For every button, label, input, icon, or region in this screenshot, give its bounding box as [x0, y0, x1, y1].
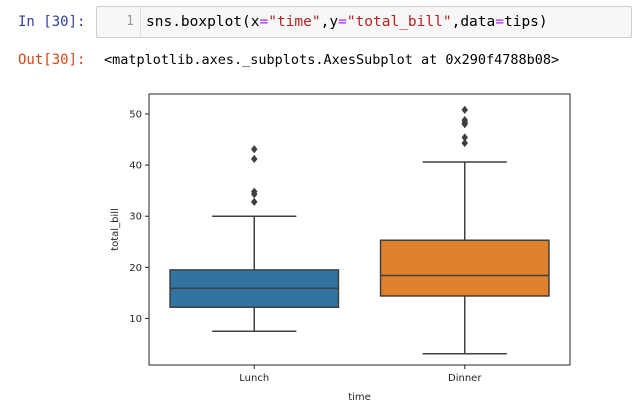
- code-string: "total_bill": [346, 14, 452, 30]
- x-tick-label: Dinner: [448, 373, 482, 384]
- outlier-point: [461, 133, 469, 142]
- code-operator: =: [259, 14, 269, 30]
- x-tick-label: Lunch: [239, 373, 269, 384]
- input-prompt: In [30]:: [18, 14, 86, 30]
- y-tick-label: 50: [129, 109, 142, 120]
- outlier-point: [250, 154, 258, 164]
- outlier-point: [461, 115, 469, 125]
- code-operator: =: [495, 14, 504, 30]
- outlier-point: [250, 145, 258, 154]
- line-number: 1: [97, 7, 141, 37]
- outlier-point: [250, 197, 258, 206]
- y-tick-label: 30: [129, 212, 142, 223]
- y-tick-label: 20: [129, 263, 142, 274]
- y-axis-label: total_bill: [110, 208, 121, 251]
- code-line[interactable]: sns.boxplot(x="time",y="total_bill",data…: [146, 7, 548, 37]
- code-cell-input[interactable]: 1 sns.boxplot(x="time",y="total_bill",da…: [96, 6, 632, 38]
- code-token: ,data: [451, 14, 496, 30]
- outlier-point: [461, 105, 469, 114]
- code-operator: =: [338, 14, 347, 30]
- y-tick-label: 40: [129, 161, 142, 172]
- code-token: ,y: [320, 14, 339, 30]
- x-axis-label: time: [348, 392, 371, 403]
- outlier-point: [250, 187, 258, 196]
- code-token: tips): [503, 14, 548, 30]
- plot-frame: [148, 93, 571, 366]
- code-token: sns.boxplot(x: [146, 14, 260, 30]
- y-tick-label: 10: [129, 314, 142, 325]
- code-string: "time": [268, 14, 321, 30]
- outlier-point: [461, 139, 469, 148]
- boxplot-chart: 10 20 30 40 50 Lunch Dinner time total_bill: [110, 93, 571, 403]
- output-prompt: Out[30]:: [18, 52, 86, 68]
- box-dinner: [379, 239, 550, 297]
- output-text: <matplotlib.axes._subplots.AxesSubplot a…: [104, 52, 560, 68]
